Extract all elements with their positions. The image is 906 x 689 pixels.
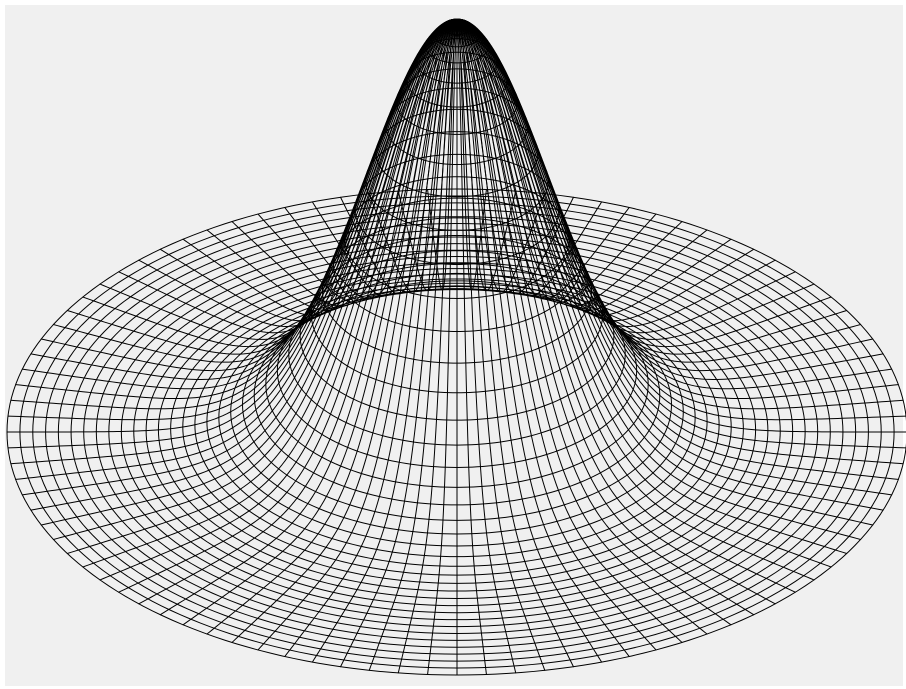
surface-radial-line <box>397 21 458 674</box>
surface-radial-line <box>456 19 683 307</box>
surface-radial-line <box>456 20 848 355</box>
surface-radial-line <box>427 21 458 675</box>
surface-radial-line <box>257 19 458 303</box>
surface-radial-line <box>456 19 708 312</box>
surface-radial-line <box>40 21 458 526</box>
surface-radial-line <box>456 20 776 327</box>
surface-radial-line <box>456 19 732 316</box>
surface-radial-line <box>456 21 487 675</box>
surface-radial-line <box>456 21 904 465</box>
surface-radial-line <box>340 18 458 295</box>
surface-radial-line <box>456 21 815 581</box>
surface-radial-line <box>456 19 657 303</box>
surface-radial-line <box>456 21 683 643</box>
surface-radial-line <box>99 21 458 581</box>
surface-radial-line <box>397 18 458 292</box>
surface-radial-line <box>427 18 458 291</box>
surface-radial-line <box>159 21 458 616</box>
surface-radial-line <box>456 18 517 292</box>
surface-radial-lines <box>6 18 906 676</box>
surface-radial-line <box>456 18 487 291</box>
surface-radial-line <box>456 21 862 540</box>
surface-radial-line <box>456 21 517 674</box>
surface-radial-line <box>10 21 458 465</box>
surface-radial-line <box>66 21 458 554</box>
surface-radial-line <box>159 19 458 322</box>
surface-radial-line <box>456 21 574 668</box>
surface-radial-line <box>284 18 458 300</box>
surface-radial-line <box>182 19 458 316</box>
surface-radial-line <box>52 20 458 363</box>
surface-radial-line <box>66 20 458 355</box>
surface-radial-line <box>206 19 458 312</box>
surface-radial-line <box>118 21 458 593</box>
surface-radial-line <box>456 18 574 295</box>
surface-radial-line <box>456 21 603 663</box>
surface-radial-line <box>311 18 458 297</box>
surface-radial-line <box>368 18 458 293</box>
surface-radial-line <box>311 21 458 663</box>
surface-radial-line <box>15 21 458 480</box>
surface-radial-line <box>456 21 899 480</box>
surface-radial-line <box>82 20 458 348</box>
surface-radial-line <box>456 18 546 293</box>
surface-radial-line <box>456 21 874 526</box>
surface-radial-line <box>456 19 755 322</box>
surface-radial-line <box>340 21 458 668</box>
surface-radial-line <box>182 21 458 626</box>
surface-radial-line <box>456 21 732 626</box>
surface-radial-line <box>231 21 458 643</box>
surface-radial-line <box>456 21 796 593</box>
surface-radial-line <box>52 21 458 540</box>
surface-radial-line <box>99 20 458 340</box>
surface-radial-line <box>456 21 657 651</box>
surface-radial-line <box>456 18 630 300</box>
surface-radial-line <box>257 21 458 651</box>
surface-radial-line <box>456 21 848 554</box>
surface-radial-line <box>231 19 458 307</box>
surface-radial-line <box>456 21 755 616</box>
surface-radial-line <box>40 21 458 372</box>
surface-radial-line <box>456 21 906 421</box>
